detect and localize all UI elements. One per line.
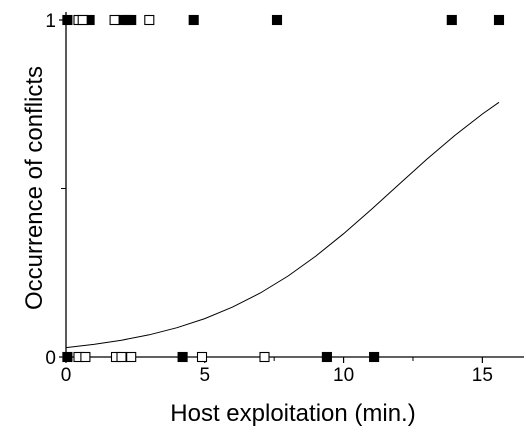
filled-square-point — [321, 351, 332, 363]
fit-curve — [65, 101, 500, 349]
open-square-point — [109, 14, 120, 26]
filled-square-point — [271, 14, 283, 26]
x-axis-title: Host exploitation (min.) — [170, 400, 415, 427]
y-tick-label: 1 — [45, 11, 56, 32]
filled-square-point — [446, 14, 457, 26]
open-square-point — [259, 351, 270, 363]
filled-square-point — [62, 14, 73, 26]
open-square-point — [196, 351, 208, 363]
filled-square-point — [188, 14, 199, 26]
filled-square-point — [177, 351, 188, 363]
open-square-point — [116, 351, 127, 363]
data-points — [62, 14, 505, 363]
y-axis-title: Occurrence of conflicts — [21, 66, 48, 310]
filled-square-point — [369, 351, 380, 363]
filled-square-point — [126, 14, 137, 26]
x-tick-label: 15 — [472, 365, 493, 386]
logistic-fit-line — [65, 101, 500, 349]
x-tick-label: 0 — [61, 365, 72, 386]
filled-square-point — [493, 14, 505, 26]
open-square-point — [77, 14, 88, 26]
filled-square-point — [62, 351, 73, 363]
x-tick-label: 5 — [199, 365, 210, 386]
open-square-point — [144, 14, 155, 26]
x-tick-label: 10 — [333, 365, 354, 386]
open-square-point — [80, 351, 91, 363]
open-square-point — [126, 351, 137, 363]
y-tick-label: 0 — [45, 348, 56, 369]
axes: 0 5 10 15 0 1 — [45, 11, 524, 386]
